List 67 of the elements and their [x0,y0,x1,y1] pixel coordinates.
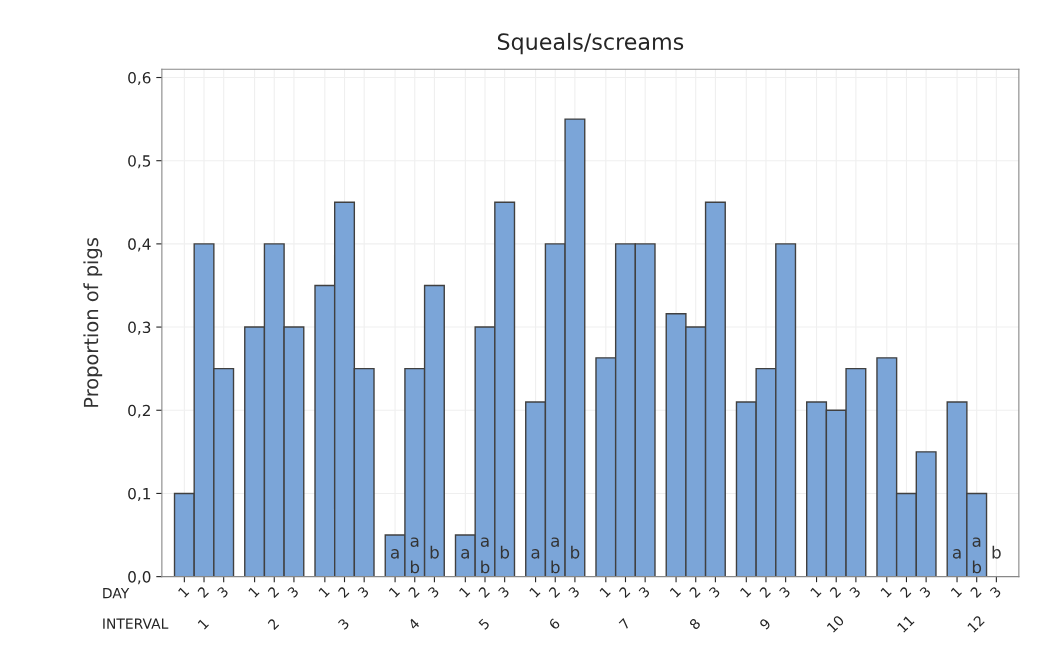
annotation: a [551,537,559,547]
category-label: 3 [638,585,651,599]
y-tick-label: 0,2 [128,404,150,418]
y-tick-label: 0,0 [128,571,151,585]
y-tick-label: 0,6 [128,71,151,86]
annotation: a [410,537,419,547]
chart-title: Squeals/screams [497,32,684,55]
text: 2 [267,586,280,598]
x-tick-label: 8 [688,617,702,631]
text: INTERVAL [103,618,169,629]
category-label: 3 [778,585,791,599]
category-label: 2 [618,586,631,598]
category-label: 3 [357,585,370,599]
annotation: a [972,537,981,547]
category-label: 3 [708,585,721,599]
annotation: b [410,560,420,574]
x-tick-label: 4 [407,617,421,631]
text: 2 [197,586,209,598]
text: 1 [388,586,401,598]
y-tick-label: 0,5 [128,155,151,169]
x-tick-label: 5 [478,618,491,631]
x-tick-label: 2 [267,618,280,630]
y-tick-label: 0,1 [128,487,151,502]
category-label: 3 [919,585,932,599]
category-label: 3 [427,585,440,599]
x-tick-label: 11 [896,615,915,633]
x-tick-label: 3 [337,617,350,631]
annotation: b [551,560,560,574]
category-label: 3 [567,585,581,599]
y-tick-label: 0,4 [128,238,151,252]
annotation: b [430,545,439,559]
text: 3 [216,585,229,599]
category-label: 2 [969,586,982,598]
category-label: 3 [989,585,1002,599]
category-label: 3 [848,585,862,599]
category-label: 2 [899,586,912,598]
x-tick-label: 7 [618,618,631,630]
annotation: a [952,549,961,559]
y-axis-title: Proportion of pigs [83,238,103,407]
annotation: b [481,560,490,574]
category-label: 2 [758,586,771,598]
category-label: 2 [688,586,701,598]
annotation: b [972,560,982,574]
category-label: 2 [829,586,842,598]
x-tick-label: 9 [758,617,772,631]
annotation: a [531,549,540,559]
x-tick-label: 6 [548,617,561,631]
annotation: b [571,545,580,559]
x-tick-label: 12 [966,614,985,633]
category-label: 1 [248,586,260,598]
category-label: 3 [497,585,510,599]
annotation: b [500,545,510,559]
category-label: 2 [407,586,420,598]
x-tick-label: 10 [826,614,845,633]
annotation: a [461,549,469,559]
y-tick-label: 0,3 [128,321,151,335]
x-tick-label: 1 [197,618,209,630]
text: 3 [286,585,300,599]
annotation: a [480,537,489,547]
category-label: 2 [478,586,490,598]
text: DAY [103,588,130,599]
category-label: 2 [548,586,561,598]
category-label: 2 [337,586,350,598]
annotation: b [992,545,1001,559]
annotation: a [390,549,399,559]
text: 1 [177,586,190,598]
category-label: 1 [318,586,330,598]
